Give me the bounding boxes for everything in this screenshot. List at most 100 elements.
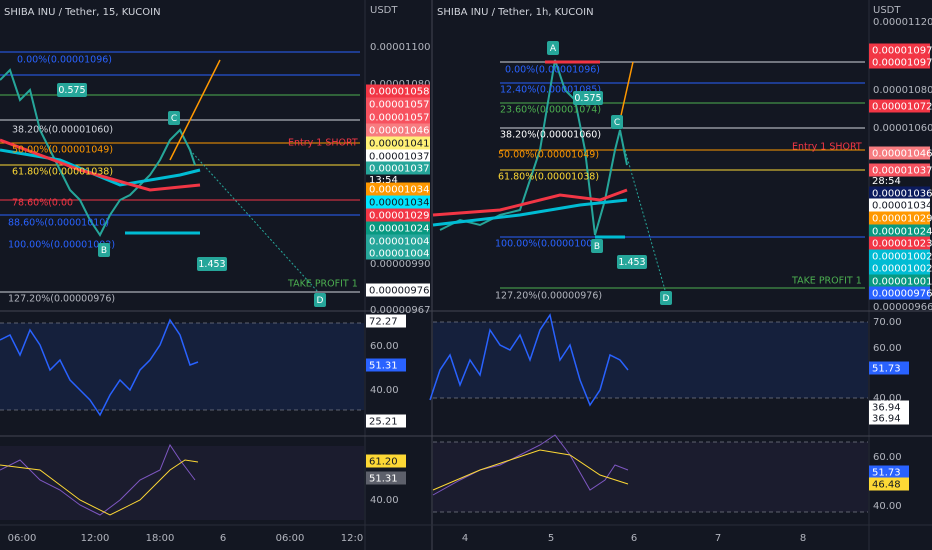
osc-tag-bg xyxy=(366,454,406,468)
countdown: 13:54 xyxy=(369,175,398,186)
ratio-label: 1.453 xyxy=(618,257,645,268)
point-marker xyxy=(611,115,623,129)
price-tag-bg xyxy=(366,149,430,163)
osc-tag: 51.31 xyxy=(369,474,398,485)
rsi-tag-bg xyxy=(869,400,909,414)
point-label: B xyxy=(101,246,107,256)
price-tag: 0.00001097 xyxy=(872,46,932,57)
rsi-tag-bg xyxy=(366,314,406,328)
fib-label: 61.80%(0.00001038) xyxy=(12,167,113,178)
price-tag-bg xyxy=(366,208,430,222)
time-axis-label: 06:00 xyxy=(276,533,305,544)
price-tag: 0.00001034 xyxy=(872,201,932,212)
countdown: 28:54 xyxy=(872,176,901,187)
osc-tag: 51.73 xyxy=(872,468,901,479)
rsi-axis-label: 60.00 xyxy=(370,341,399,352)
price-tag-bg xyxy=(869,198,930,212)
time-axis-label: 7 xyxy=(715,533,721,544)
price-tag: 0.00001029 xyxy=(872,214,932,225)
point-label: C xyxy=(171,114,177,124)
price-tag: 0.00001041 xyxy=(369,139,429,150)
price-tag: 0.00001001 xyxy=(872,277,932,288)
price-tag-bg xyxy=(366,161,430,175)
point-label: B xyxy=(594,242,600,252)
take-profit-label: TAKE PROFIT 1 xyxy=(287,279,358,290)
price-axis-label: 0.00001100 xyxy=(370,42,430,53)
time-axis-label: 5 xyxy=(548,533,554,544)
price-tag-bg xyxy=(366,246,430,260)
price-tag: 0.00001037 xyxy=(369,164,429,175)
rsi-axis-label: 60.00 xyxy=(873,343,902,354)
ratio-label: 1.453 xyxy=(198,259,225,270)
time-axis-label: 06:00 xyxy=(8,533,37,544)
fib-label: 78.60%(0.00 xyxy=(12,198,73,209)
rsi-tag-bg xyxy=(366,414,406,428)
ratio-box xyxy=(57,83,87,97)
price-tag: 0.00001002 xyxy=(872,264,932,275)
fib-label: 88.60%(0.00001010) xyxy=(8,218,109,229)
ratio-label: 0.575 xyxy=(58,85,85,96)
price-axis-label: 0.00000967 xyxy=(370,305,430,316)
price-tag: 0.00001024 xyxy=(872,227,932,238)
time-axis-label: 6 xyxy=(220,533,226,544)
price-tag: 0.00001004 xyxy=(369,249,429,260)
price-tag: 0.00001024 xyxy=(369,224,429,235)
price-tag-bg xyxy=(869,249,930,263)
price-tag-bg xyxy=(869,43,930,57)
point-label: D xyxy=(317,296,324,306)
fib-label: 50.00%(0.00001049) xyxy=(12,145,113,156)
osc-axis-label: 40.00 xyxy=(873,501,902,512)
price-tag-bg xyxy=(869,163,930,177)
time-axis-label: 8 xyxy=(800,533,806,544)
fib-label: 12.40%(0.00001085) xyxy=(500,85,601,96)
price-unit: USDT xyxy=(370,5,398,16)
fib-label: 38.20%(0.00001060) xyxy=(12,125,113,136)
price-tag-bg xyxy=(869,286,930,300)
price-tag: 0.00000976 xyxy=(872,289,932,300)
price-tag: 0.00001034 xyxy=(369,198,429,209)
price-tag: 0.00000976 xyxy=(369,286,429,297)
price-axis-label: 0.00000966 xyxy=(873,302,932,313)
point-label: A xyxy=(550,44,557,54)
price-tag-bg xyxy=(366,97,430,111)
price-tag-bg xyxy=(366,84,430,98)
point-marker xyxy=(314,293,326,307)
rsi-tag: 36.94 xyxy=(872,414,901,425)
chart-title: SHIBA INU / Tether, 15, KUCOIN xyxy=(4,7,161,18)
rsi-tag-bg xyxy=(869,411,909,425)
osc-axis-label: 40.00 xyxy=(370,495,399,506)
price-tag-bg xyxy=(366,182,430,196)
price-tag: 0.00001046 xyxy=(872,149,932,160)
price-tag: 0.00001057 xyxy=(369,100,429,111)
price-axis-label: 0.00001060 xyxy=(873,123,932,134)
price-unit: USDT xyxy=(873,5,901,16)
rsi-tag: 36.94 xyxy=(872,403,901,414)
price-tag-bg xyxy=(869,55,930,69)
take-profit-label: TAKE PROFIT 1 xyxy=(791,276,862,287)
ratio-label: 0.575 xyxy=(574,93,601,104)
rsi-tag-bg xyxy=(366,358,406,372)
time-axis-label: 12:00 xyxy=(81,533,110,544)
fib-label: 50.00%(0.00001049) xyxy=(498,150,599,161)
rsi-tag-bg xyxy=(869,361,909,375)
chart-title: SHIBA INU / Tether, 1h, KUCOIN xyxy=(437,7,594,18)
fib-label: 38.20%(0.00001060) xyxy=(500,130,601,141)
point-marker xyxy=(547,41,559,55)
price-tag: 0.00001058 xyxy=(369,87,429,98)
price-tag-bg xyxy=(869,211,930,225)
osc-axis-label: 60.00 xyxy=(873,452,902,463)
price-tag-bg xyxy=(869,224,930,238)
price-tag-bg xyxy=(869,236,930,250)
price-tag: 0.00001004 xyxy=(369,237,429,248)
ratio-box xyxy=(197,257,227,271)
price-tag: 0.00001057 xyxy=(369,113,429,124)
price-tag-bg xyxy=(366,136,430,150)
time-axis-label: 12:0 xyxy=(341,533,363,544)
point-label: C xyxy=(614,118,620,128)
price-tag-bg xyxy=(366,234,430,248)
fib-label: 100.00%(0.00001002) xyxy=(495,239,602,250)
fib-label: 0.00%(0.00001096) xyxy=(17,55,112,66)
